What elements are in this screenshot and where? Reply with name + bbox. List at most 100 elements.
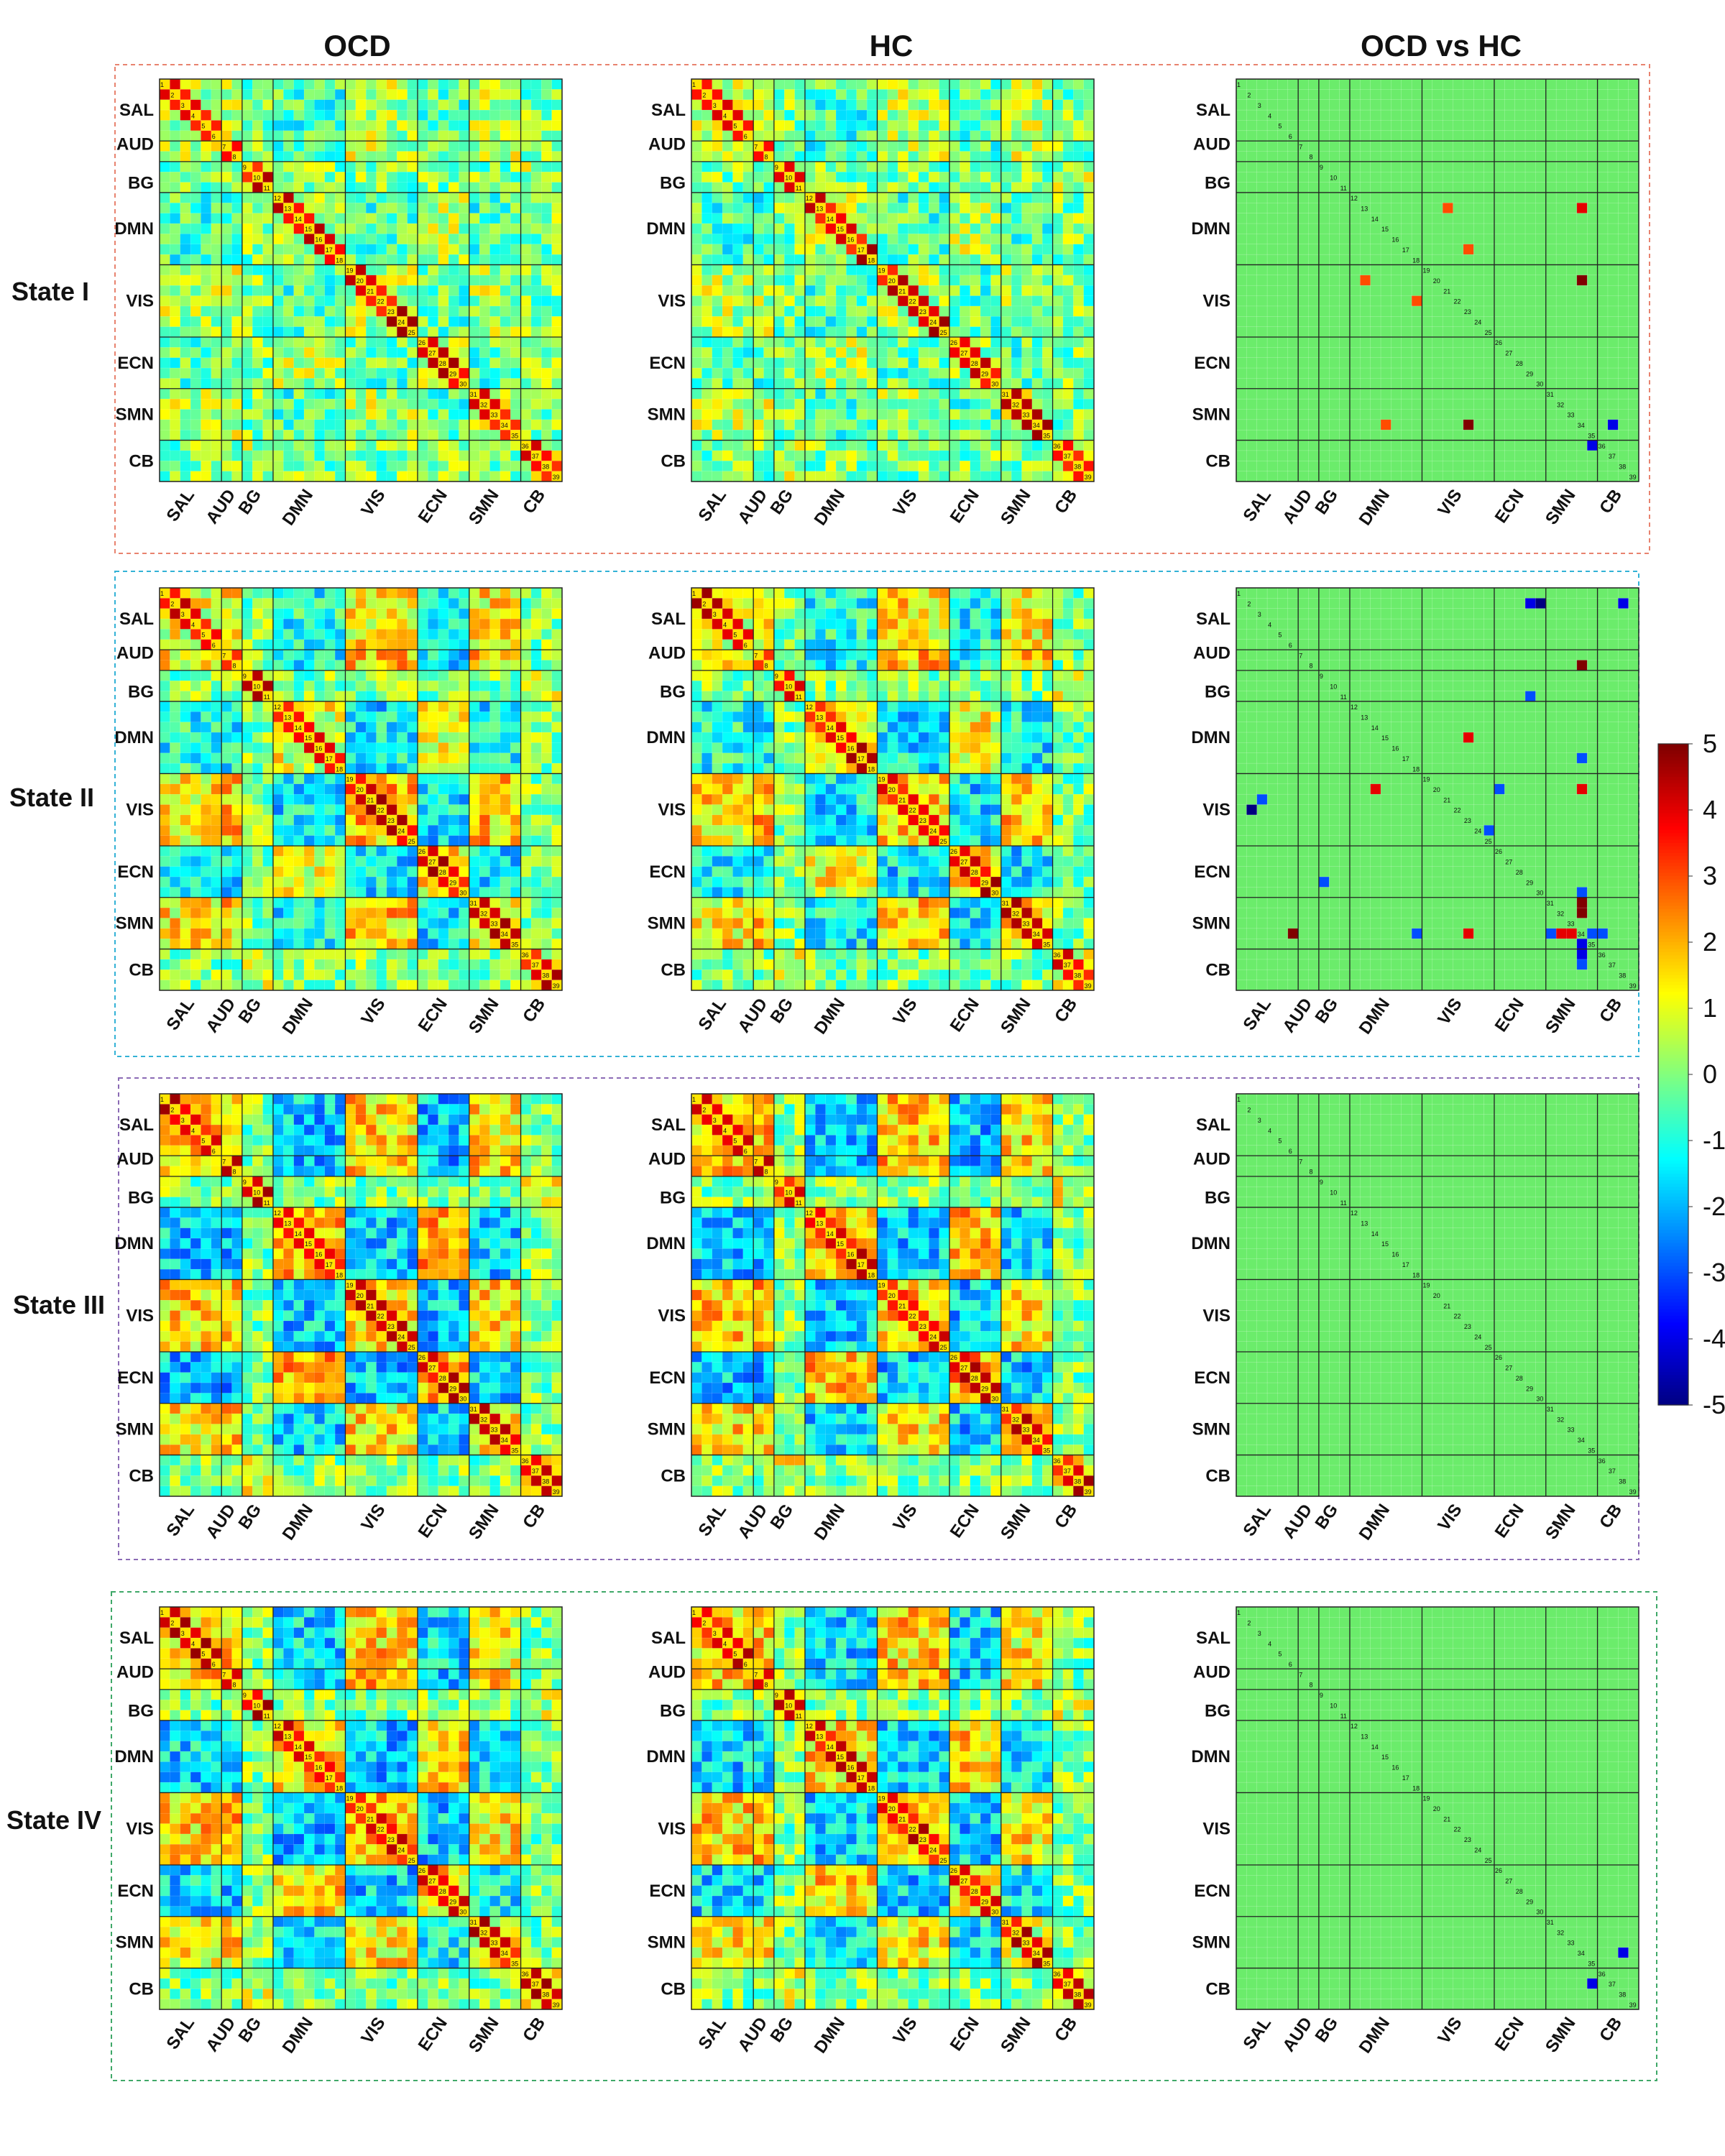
heatmap-cell xyxy=(252,110,263,121)
heatmap-cell xyxy=(294,162,305,172)
heatmap-cell xyxy=(252,79,263,90)
heatmap-cell xyxy=(304,471,315,482)
heatmap-cell xyxy=(211,100,222,111)
heatmap-cell xyxy=(252,162,263,172)
heatmap-cell xyxy=(428,306,438,317)
heatmap-cell xyxy=(180,203,191,213)
heatmap-cell xyxy=(294,451,305,461)
figure: OCD HC OCD vs HC State I State II State … xyxy=(0,0,1725,2156)
heatmap-cell xyxy=(521,162,532,172)
heatmap-cell xyxy=(764,79,775,90)
heatmap-cell xyxy=(500,234,511,244)
heatmap-cell xyxy=(387,296,397,307)
heatmap-cell xyxy=(232,461,243,471)
heatmap-cell xyxy=(448,451,459,461)
heatmap-cell xyxy=(552,183,563,193)
heatmap-cell xyxy=(438,430,449,441)
heatmap-cell xyxy=(263,420,274,430)
x-tick-label: SMN xyxy=(465,486,503,528)
heatmap-cell xyxy=(211,337,222,348)
heatmap-cell xyxy=(521,389,532,400)
heatmap-cell xyxy=(160,203,170,213)
heatmap-cell xyxy=(366,224,377,234)
heatmap-cell xyxy=(221,441,232,451)
heatmap-cell xyxy=(459,441,469,451)
heatmap-cell xyxy=(428,152,438,162)
heatmap-cell xyxy=(294,183,305,193)
heatmap-cell xyxy=(356,254,367,265)
heatmap-cell xyxy=(438,120,449,131)
heatmap-cell xyxy=(180,254,191,265)
heatmap-cell xyxy=(418,420,428,430)
heatmap-cell xyxy=(263,399,274,410)
heatmap-cell xyxy=(387,254,397,265)
heatmap-cell xyxy=(314,264,325,275)
heatmap-cell xyxy=(521,120,532,131)
heatmap-cell xyxy=(160,347,170,358)
heatmap-cell xyxy=(190,183,201,193)
heatmap-cell xyxy=(170,358,180,369)
heatmap-cell xyxy=(201,337,211,348)
heatmap-cell xyxy=(294,120,305,131)
heatmap-cell xyxy=(377,172,387,183)
heatmap-cell xyxy=(397,141,408,152)
heatmap-cell xyxy=(242,368,253,379)
heatmap-cell xyxy=(408,441,418,451)
heatmap-cell xyxy=(335,471,346,482)
heatmap-cell xyxy=(335,316,346,327)
heatmap-cell xyxy=(211,451,222,461)
heatmap-cell xyxy=(180,79,191,90)
heatmap-cell xyxy=(418,409,428,420)
heatmap-cell xyxy=(552,409,563,420)
heatmap-cell xyxy=(510,337,521,348)
heatmap-cell xyxy=(479,264,490,275)
heatmap-cell xyxy=(418,399,428,410)
heatmap-cell xyxy=(531,430,542,441)
heatmap-cell xyxy=(448,244,459,255)
heatmap-cell xyxy=(283,399,294,410)
heatmap-cell xyxy=(304,378,315,389)
heatmap-cell xyxy=(541,141,552,152)
heatmap-cell xyxy=(345,399,356,410)
heatmap-cell xyxy=(366,183,377,193)
heatmap-cell xyxy=(366,193,377,203)
heatmap-cell xyxy=(408,152,418,162)
heatmap-cell xyxy=(252,213,263,224)
heatmap-cell xyxy=(489,420,500,430)
heatmap-cell xyxy=(428,79,438,90)
heatmap-cell xyxy=(469,471,480,482)
heatmap-cell xyxy=(201,244,211,255)
heatmap-cell xyxy=(541,213,552,224)
heatmap-cell xyxy=(180,389,191,400)
heatmap-cell xyxy=(366,368,377,379)
heatmap-cell xyxy=(314,347,325,358)
heatmap-cell xyxy=(190,296,201,307)
heatmap-cell xyxy=(438,244,449,255)
heatmap-cell xyxy=(500,89,511,100)
heatmap-cell xyxy=(459,79,469,90)
heatmap-cell xyxy=(345,378,356,389)
heatmap-cell xyxy=(448,316,459,327)
heatmap-cell xyxy=(314,327,325,338)
heatmap-cell xyxy=(304,254,315,265)
heatmap-cell xyxy=(283,264,294,275)
heatmap-cell xyxy=(160,358,170,369)
heatmap-cell xyxy=(304,213,315,224)
heatmap-cell xyxy=(201,275,211,286)
heatmap-cell xyxy=(438,264,449,275)
heatmap-cell xyxy=(366,316,377,327)
heatmap-cell xyxy=(428,389,438,400)
x-tick-label: BG xyxy=(235,486,266,518)
heatmap-cell xyxy=(459,100,469,111)
heatmap-cell xyxy=(221,183,232,193)
heatmap-cell xyxy=(190,399,201,410)
heatmap-cell xyxy=(304,347,315,358)
heatmap-cell xyxy=(335,451,346,461)
heatmap-cell xyxy=(180,296,191,307)
component-number: 9 xyxy=(243,164,247,171)
heatmap-cell xyxy=(263,430,274,441)
heatmap-cell xyxy=(479,368,490,379)
heatmap-cell xyxy=(273,296,284,307)
heatmap-cell xyxy=(201,264,211,275)
heatmap-cell xyxy=(479,213,490,224)
